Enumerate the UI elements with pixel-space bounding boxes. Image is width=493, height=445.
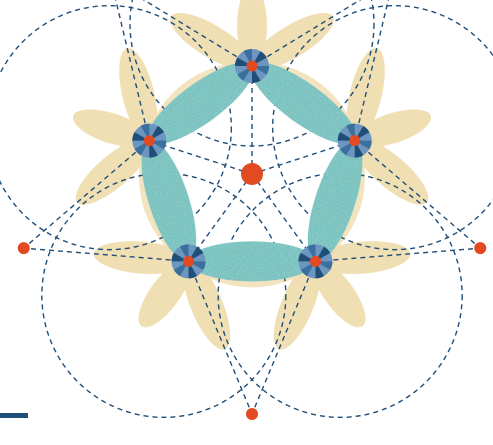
- teal-ring-layer: [141, 62, 363, 282]
- dashed-orbit-circle: [271, 4, 493, 251]
- dashed-orbit-circle: [0, 4, 233, 251]
- cream-outer-petal: [237, 0, 267, 66]
- dashed-connector: [315, 247, 481, 263]
- node-red-core: [183, 255, 195, 267]
- dashed-connector: [142, 0, 253, 67]
- blue-fan-node-icon: [234, 49, 269, 83]
- dashed-orbit-circle: [129, 0, 375, 147]
- dashed-connector: [251, 261, 317, 415]
- outer-red-dot-icon: [246, 408, 258, 420]
- blue-fan-node-icon: [298, 244, 333, 279]
- outer-red-dot-icon: [17, 242, 30, 255]
- dashed-spoke: [149, 139, 253, 175]
- dashed-orbit-circle: [217, 172, 463, 419]
- dashed-connector: [115, 0, 150, 141]
- cream-outer-petal: [312, 260, 366, 328]
- teal-ring-petal: [307, 140, 363, 262]
- node-red-core: [246, 60, 258, 72]
- blue-fan-node-icon: [132, 123, 167, 158]
- nodes-layer: [17, 49, 487, 420]
- dashed-connector: [187, 261, 253, 415]
- node-red-core: [349, 135, 361, 147]
- teal-ring-petal: [188, 241, 316, 282]
- dashed-connector: [23, 247, 189, 263]
- dashed-connector: [354, 0, 389, 141]
- dashed-spoke: [187, 173, 253, 262]
- dashed-spoke: [251, 139, 355, 175]
- blue-fan-node-icon: [337, 123, 372, 158]
- teal-ring-petal: [147, 62, 254, 144]
- corner-accent-bar: [0, 413, 28, 418]
- node-red-core: [143, 135, 155, 147]
- cream-outer-petal: [138, 260, 192, 328]
- node-red-core: [309, 255, 321, 267]
- dashed-orbit-circle: [41, 172, 287, 419]
- outer-red-dot-icon: [474, 242, 487, 255]
- dashed-connector: [251, 0, 362, 67]
- blue-fan-node-icon: [171, 244, 206, 279]
- center-red-dot-icon: [241, 163, 263, 185]
- dashed-spoke: [251, 173, 317, 262]
- dashed-connector: [23, 140, 150, 249]
- teal-ring-petal: [141, 140, 197, 262]
- cream-outer-petal: [72, 109, 150, 148]
- teal-ring-petal: [250, 62, 357, 144]
- dashed-lines-layer: [0, 0, 493, 419]
- cream-outer-petal: [354, 109, 432, 148]
- dashed-connector: [354, 140, 481, 249]
